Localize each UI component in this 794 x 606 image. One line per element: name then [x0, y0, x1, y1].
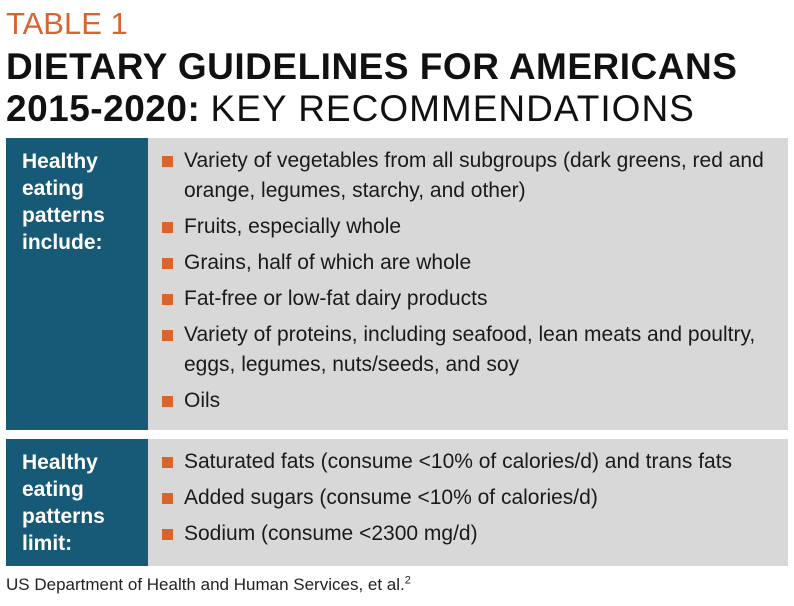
list-item: Variety of proteins, including seafood, … [162, 320, 780, 380]
limit-section-label: Healthy eating patterns limit: [6, 439, 148, 566]
list-item: Variety of vegetables from all subgroups… [162, 146, 780, 206]
square-bullet-icon [162, 294, 173, 305]
square-bullet-icon [162, 330, 173, 341]
source-footnote: US Department of Health and Human Servic… [6, 573, 411, 597]
square-bullet-icon [162, 156, 173, 167]
list-item: Grains, half of which are whole [162, 248, 780, 278]
list-item: Sodium (consume <2300 mg/d) [162, 519, 780, 549]
list-item-text: Saturated fats (consume <10% of calories… [184, 450, 733, 473]
table-label: TABLE 1 [6, 6, 128, 41]
list-item-text: Sodium (consume <2300 mg/d) [184, 522, 478, 545]
limit-section: Healthy eating patterns limit: Saturated… [6, 439, 788, 566]
list-item: Saturated fats (consume <10% of calories… [162, 447, 780, 477]
list-item-text: Fat-free or low-fat dairy products [184, 287, 488, 310]
list-item-text: Grains, half of which are whole [184, 251, 472, 274]
title-subtitle: KEY RECOMMENDATIONS [210, 88, 695, 129]
list-item: Fruits, especially whole [162, 212, 780, 242]
include-section: Healthy eating patterns include: Variety… [6, 138, 788, 430]
include-section-list: Variety of vegetables from all subgroups… [148, 138, 788, 430]
source-footnote-text: US Department of Health and Human Servic… [6, 575, 405, 594]
square-bullet-icon [162, 529, 173, 540]
list-item-text: Variety of vegetables from all subgroups… [184, 149, 764, 202]
list-item-text: Fruits, especially whole [184, 215, 402, 238]
list-item-text: Oils [184, 389, 221, 412]
list-item-text: Added sugars (consume <10% of calories/d… [184, 486, 598, 509]
list-item: Oils [162, 386, 780, 416]
list-item-text: Variety of proteins, including seafood, … [184, 323, 756, 376]
square-bullet-icon [162, 222, 173, 233]
footnote-reference: 2 [404, 574, 411, 587]
square-bullet-icon [162, 396, 173, 407]
title-line-2: 2015-2020: KEY RECOMMENDATIONS [6, 87, 695, 131]
include-section-label: Healthy eating patterns include: [6, 138, 148, 430]
square-bullet-icon [162, 493, 173, 504]
list-item: Added sugars (consume <10% of calories/d… [162, 483, 780, 513]
list-item: Fat-free or low-fat dairy products [162, 284, 780, 314]
limit-section-list: Saturated fats (consume <10% of calories… [148, 439, 788, 566]
square-bullet-icon [162, 457, 173, 468]
square-bullet-icon [162, 258, 173, 269]
title-line-1: DIETARY GUIDELINES FOR AMERICANS [6, 46, 738, 87]
title-years: 2015-2020: [6, 88, 201, 129]
